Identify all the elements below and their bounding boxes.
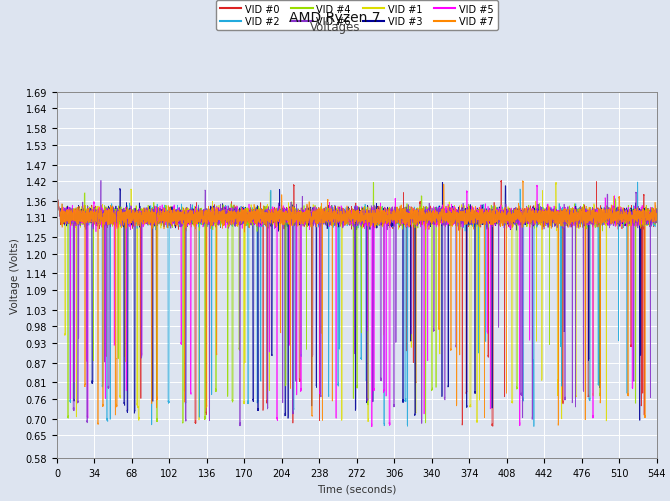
X-axis label: Time (seconds): Time (seconds) xyxy=(317,483,397,493)
Text: Voltages: Voltages xyxy=(310,21,360,34)
Legend: VID #0, VID #2, VID #4, VID #6, VID #1, VID #3, VID #5, VID #7: VID #0, VID #2, VID #4, VID #6, VID #1, … xyxy=(216,1,498,31)
Y-axis label: Voltage (Volts): Voltage (Volts) xyxy=(10,237,20,314)
Text: AMD Ryzen 7: AMD Ryzen 7 xyxy=(289,11,381,25)
